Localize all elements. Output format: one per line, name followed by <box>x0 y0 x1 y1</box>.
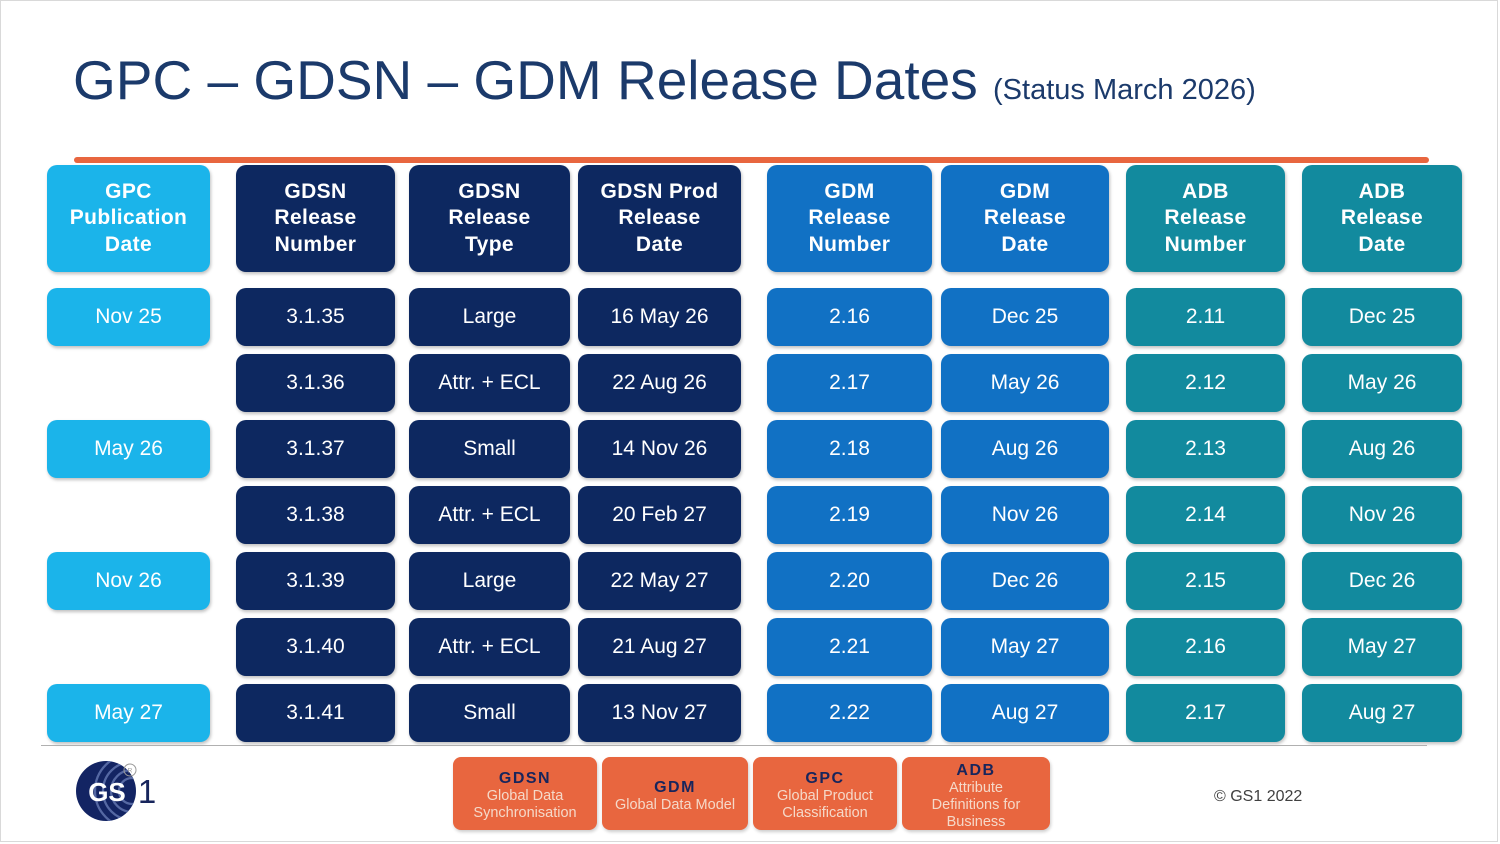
svg-text:R: R <box>128 768 133 775</box>
svg-text:1: 1 <box>138 773 156 810</box>
svg-text:GS: GS <box>88 777 126 807</box>
